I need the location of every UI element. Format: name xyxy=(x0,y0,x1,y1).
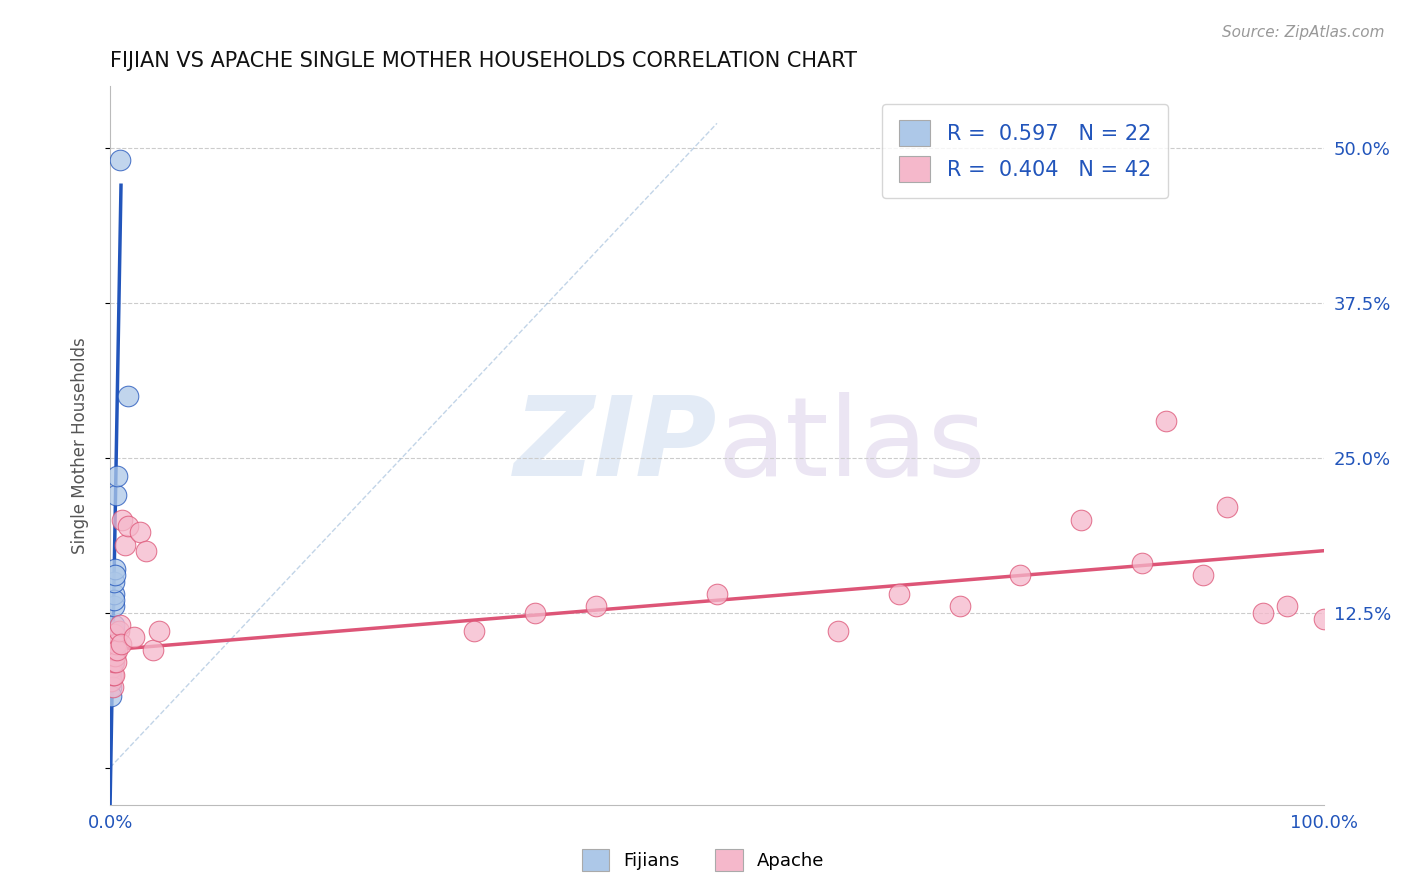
Legend: R =  0.597   N = 22, R =  0.404   N = 42: R = 0.597 N = 22, R = 0.404 N = 42 xyxy=(882,103,1168,198)
Point xyxy=(101,642,124,657)
Point xyxy=(523,606,546,620)
Point xyxy=(1154,414,1177,428)
Point xyxy=(103,593,125,607)
Point xyxy=(135,543,157,558)
Point xyxy=(101,655,124,669)
Point xyxy=(1216,500,1239,515)
Point xyxy=(124,631,146,645)
Point xyxy=(101,637,124,651)
Point xyxy=(101,631,124,645)
Point xyxy=(100,667,122,681)
Point xyxy=(117,389,139,403)
Point xyxy=(706,587,728,601)
Point xyxy=(104,648,127,663)
Point xyxy=(1277,599,1299,614)
Point xyxy=(103,618,125,632)
Point xyxy=(142,642,165,657)
Point xyxy=(148,624,170,639)
Point xyxy=(101,642,124,657)
Point xyxy=(108,153,131,168)
Point xyxy=(114,537,136,551)
Point xyxy=(100,680,122,694)
Point xyxy=(1191,568,1213,582)
Point xyxy=(105,642,128,657)
Point xyxy=(101,648,124,663)
Legend: Fijians, Apache: Fijians, Apache xyxy=(575,842,831,879)
Point xyxy=(103,574,125,589)
Point xyxy=(1070,513,1092,527)
Point xyxy=(103,637,125,651)
Point xyxy=(103,587,125,601)
Point xyxy=(105,488,128,502)
Y-axis label: Single Mother Households: Single Mother Households xyxy=(72,337,89,554)
Point xyxy=(1251,606,1274,620)
Point xyxy=(827,624,849,639)
Point xyxy=(104,568,127,582)
Point xyxy=(101,667,124,681)
Text: atlas: atlas xyxy=(717,392,986,499)
Point xyxy=(103,626,125,640)
Point xyxy=(103,624,125,639)
Point xyxy=(1130,556,1153,570)
Point xyxy=(101,680,124,694)
Point xyxy=(105,655,128,669)
Point xyxy=(1313,612,1336,626)
Point xyxy=(104,642,127,657)
Point xyxy=(107,624,129,639)
Point xyxy=(1010,568,1032,582)
Point xyxy=(105,637,128,651)
Point xyxy=(100,661,122,675)
Point xyxy=(104,562,127,576)
Point xyxy=(100,689,122,703)
Point xyxy=(103,655,125,669)
Point xyxy=(100,661,122,675)
Point xyxy=(463,624,485,639)
Point xyxy=(100,673,122,688)
Point xyxy=(100,673,122,688)
Text: ZIP: ZIP xyxy=(513,392,717,499)
Point xyxy=(129,525,152,540)
Text: Source: ZipAtlas.com: Source: ZipAtlas.com xyxy=(1222,25,1385,40)
Point xyxy=(887,587,910,601)
Point xyxy=(110,637,132,651)
Point xyxy=(585,599,607,614)
Point xyxy=(117,519,139,533)
Point xyxy=(103,599,125,614)
Point xyxy=(108,618,131,632)
Point xyxy=(949,599,972,614)
Point xyxy=(103,667,125,681)
Text: FIJIAN VS APACHE SINGLE MOTHER HOUSEHOLDS CORRELATION CHART: FIJIAN VS APACHE SINGLE MOTHER HOUSEHOLD… xyxy=(110,51,858,70)
Point xyxy=(101,648,124,663)
Point xyxy=(105,469,128,483)
Point xyxy=(111,513,134,527)
